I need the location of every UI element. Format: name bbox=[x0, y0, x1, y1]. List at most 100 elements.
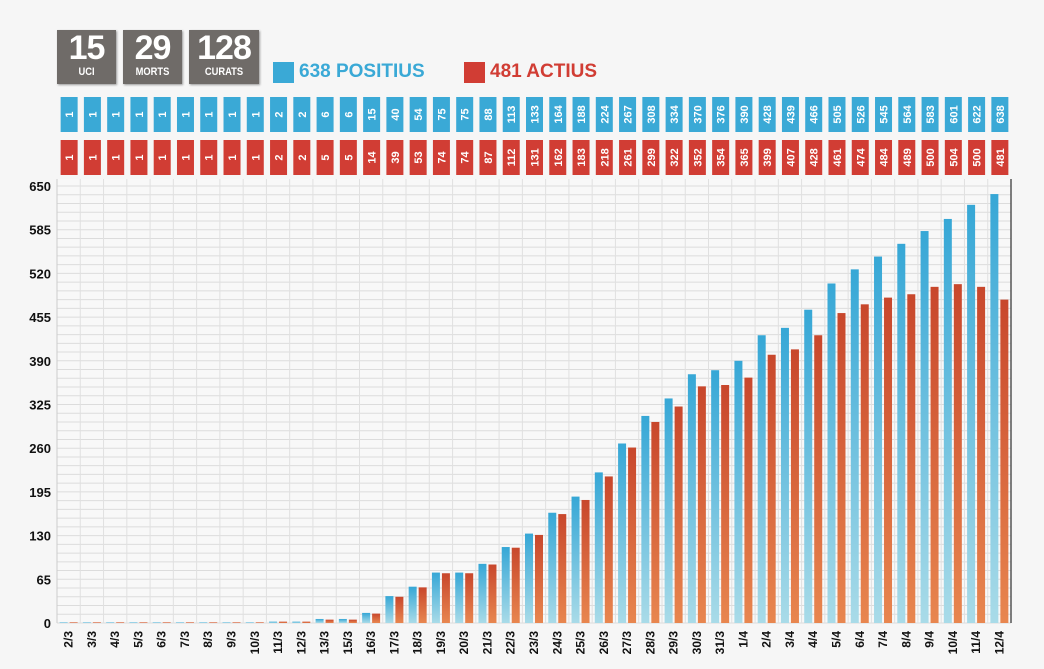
legend-positius: 638 POSITIUS bbox=[273, 61, 425, 83]
data-label-box-positius bbox=[921, 97, 939, 132]
data-label-box-actius bbox=[270, 140, 288, 175]
bar-actius bbox=[372, 613, 381, 623]
legend-label: 481 ACTIUS bbox=[490, 61, 597, 82]
data-label-positius: 40 bbox=[390, 108, 402, 120]
y-tick-label: 260 bbox=[29, 441, 51, 456]
x-tick-label: 26/3 bbox=[597, 631, 611, 655]
data-label-positius: 1 bbox=[111, 111, 123, 117]
data-label-actius: 322 bbox=[669, 148, 681, 166]
bar-positius bbox=[571, 496, 580, 623]
data-label-actius: 53 bbox=[413, 151, 425, 163]
x-tick-label: 30/3 bbox=[690, 631, 704, 655]
x-tick-label: 10/4 bbox=[946, 631, 960, 655]
data-label-box-actius bbox=[409, 140, 427, 175]
bar-actius bbox=[209, 622, 218, 623]
data-label-positius: 1 bbox=[227, 111, 239, 117]
data-label-box-actius bbox=[572, 140, 590, 175]
data-label-positius: 6 bbox=[320, 111, 332, 117]
bar-actius bbox=[721, 385, 730, 623]
data-label-positius: 15 bbox=[367, 108, 379, 120]
data-label-positius: 1 bbox=[250, 111, 262, 117]
data-label-box-positius bbox=[432, 97, 450, 132]
bar-actius bbox=[441, 573, 450, 623]
bar-positius bbox=[525, 533, 533, 623]
bar-actius bbox=[255, 622, 264, 623]
y-tick-label: 325 bbox=[29, 398, 51, 413]
bar-actius bbox=[977, 286, 986, 623]
data-label-positius: 583 bbox=[925, 105, 937, 123]
bar-positius bbox=[362, 612, 371, 623]
data-label-actius: 2 bbox=[297, 154, 309, 160]
data-label-positius: 390 bbox=[739, 105, 751, 123]
data-label-positius: 113 bbox=[506, 106, 518, 124]
data-label-actius: 1 bbox=[111, 154, 123, 160]
x-tick-label: 15/3 bbox=[341, 631, 355, 655]
legend-actius: 481 ACTIUS bbox=[464, 61, 597, 83]
data-label-actius: 39 bbox=[390, 151, 402, 163]
data-label-actius: 2 bbox=[274, 154, 286, 160]
bar-actius bbox=[581, 499, 590, 623]
data-label-actius: 399 bbox=[762, 148, 774, 166]
bar-actius bbox=[69, 622, 78, 623]
stat-value: 128 bbox=[197, 29, 252, 67]
data-label-actius: 218 bbox=[599, 148, 611, 166]
bar-positius bbox=[431, 572, 440, 623]
x-tick-label: 19/3 bbox=[434, 631, 448, 655]
data-label-box-actius bbox=[851, 140, 869, 175]
bar-positius bbox=[757, 335, 766, 623]
data-label-box-positius bbox=[456, 97, 474, 132]
data-label-actius: 474 bbox=[855, 147, 867, 166]
bar-positius bbox=[152, 622, 161, 623]
x-tick-label: 12/3 bbox=[294, 631, 308, 655]
data-label-box-actius bbox=[339, 140, 357, 175]
x-tick-label: 31/3 bbox=[713, 631, 727, 655]
bar-positius bbox=[501, 547, 510, 623]
bar-actius bbox=[302, 621, 311, 623]
data-label-box-actius bbox=[642, 140, 660, 175]
bar-actius bbox=[511, 547, 520, 623]
data-label-box-positius bbox=[60, 97, 78, 132]
data-label-actius: 299 bbox=[646, 148, 658, 166]
bar-positius bbox=[338, 618, 347, 623]
data-label-positius: 6 bbox=[343, 111, 355, 117]
x-tick-label: 16/3 bbox=[364, 631, 378, 655]
data-label-actius: 1 bbox=[87, 154, 99, 160]
data-label-box-positius bbox=[851, 97, 869, 132]
x-tick-label: 2/3 bbox=[62, 631, 76, 648]
x-tick-label: 17/3 bbox=[387, 631, 401, 655]
data-label-box-actius bbox=[526, 140, 543, 175]
stat-label: UCI bbox=[78, 66, 95, 78]
data-label-actius: 407 bbox=[785, 148, 797, 166]
bar-actius bbox=[535, 534, 543, 623]
data-label-actius: 481 bbox=[995, 148, 1007, 166]
data-label-box-positius bbox=[339, 97, 357, 132]
bar-actius bbox=[185, 622, 194, 623]
data-label-actius: 162 bbox=[553, 148, 565, 166]
x-tick-label: 20/3 bbox=[457, 631, 471, 655]
bar-actius bbox=[860, 304, 869, 623]
data-label-box-positius bbox=[270, 97, 288, 132]
data-label-box-actius bbox=[968, 140, 986, 175]
x-tick-label: 3/3 bbox=[85, 631, 99, 648]
data-label-positius: 1 bbox=[204, 111, 216, 117]
data-label-box-positius bbox=[107, 97, 125, 132]
x-tick-label: 10/3 bbox=[248, 631, 262, 655]
bar-positius bbox=[967, 204, 976, 623]
data-label-box-positius bbox=[735, 97, 753, 132]
x-tick-label: 11/4 bbox=[969, 631, 983, 654]
bar-actius bbox=[116, 622, 125, 623]
data-label-positius: 267 bbox=[623, 105, 635, 123]
data-label-box-actius bbox=[712, 140, 730, 175]
data-label-positius: 439 bbox=[785, 105, 797, 123]
data-label-box-positius bbox=[363, 97, 381, 132]
data-label-positius: 622 bbox=[972, 105, 984, 123]
data-label-box-positius bbox=[409, 97, 427, 132]
x-tick-label: 9/3 bbox=[225, 631, 239, 648]
bar-positius bbox=[175, 622, 184, 623]
data-label-positius: 638 bbox=[995, 105, 1007, 123]
data-label-box-positius bbox=[595, 97, 613, 132]
data-label-box-positius bbox=[642, 97, 660, 132]
data-label-positius: 133 bbox=[530, 105, 542, 123]
x-tick-label: 27/3 bbox=[620, 631, 634, 655]
